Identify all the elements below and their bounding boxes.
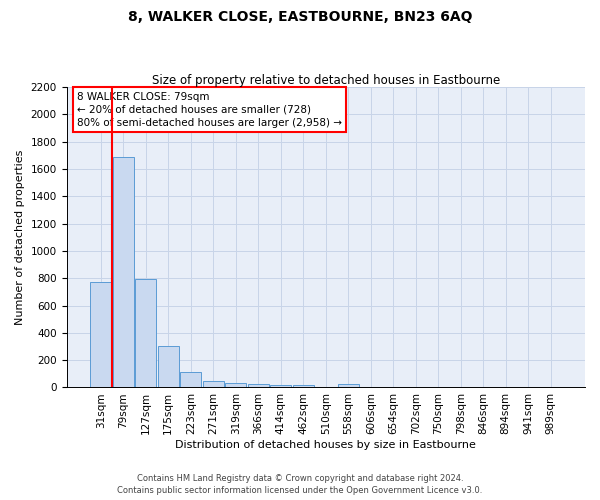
X-axis label: Distribution of detached houses by size in Eastbourne: Distribution of detached houses by size …	[175, 440, 476, 450]
Bar	[338, 384, 359, 388]
Bar	[225, 384, 247, 388]
Bar	[203, 382, 224, 388]
Bar	[158, 346, 179, 388]
Text: 8, WALKER CLOSE, EASTBOURNE, BN23 6AQ: 8, WALKER CLOSE, EASTBOURNE, BN23 6AQ	[128, 10, 472, 24]
Text: Contains HM Land Registry data © Crown copyright and database right 2024.
Contai: Contains HM Land Registry data © Crown c…	[118, 474, 482, 495]
Bar	[248, 384, 269, 388]
Title: Size of property relative to detached houses in Eastbourne: Size of property relative to detached ho…	[152, 74, 500, 87]
Text: 8 WALKER CLOSE: 79sqm
← 20% of detached houses are smaller (728)
80% of semi-det: 8 WALKER CLOSE: 79sqm ← 20% of detached …	[77, 92, 342, 128]
Bar	[135, 279, 157, 388]
Bar	[270, 384, 292, 388]
Bar	[113, 156, 134, 388]
Bar	[293, 384, 314, 388]
Y-axis label: Number of detached properties: Number of detached properties	[15, 150, 25, 325]
Bar	[180, 372, 202, 388]
Bar	[90, 282, 112, 388]
